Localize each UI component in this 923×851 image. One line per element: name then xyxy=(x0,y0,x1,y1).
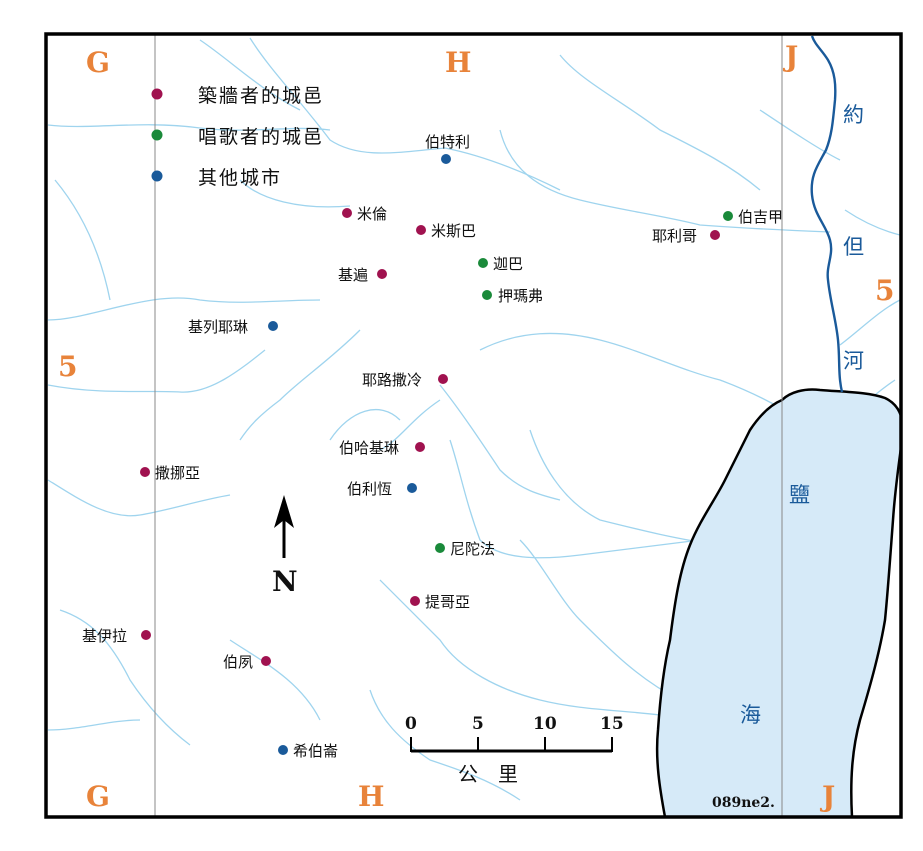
grid-label-h-top: H xyxy=(445,46,471,79)
places: 伯特利 米倫 米斯巴 伯吉甲 耶利哥 迦巴 基遍 押瑪弗 基列耶琳 耶路撒冷 伯… xyxy=(82,133,783,760)
legend-label-singers: 唱歌者的城邑 xyxy=(198,126,324,148)
legend-label-wall-builders: 築牆者的城邑 xyxy=(198,85,324,107)
scale-unit-label: 公 里 xyxy=(458,762,518,786)
place-label-tekoa: 提哥亞 xyxy=(425,593,470,611)
place-marker-bethlehem[interactable] xyxy=(407,483,417,493)
legend: 築牆者的城邑 唱歌者的城邑 其他城市 xyxy=(151,85,324,189)
place-marker-beth-haccherem[interactable] xyxy=(415,442,425,452)
place-label-beth-gilgal: 伯吉甲 xyxy=(738,208,783,226)
place-label-jerusalem: 耶路撒冷 xyxy=(362,371,422,389)
place-label-millo: 米倫 xyxy=(357,205,387,223)
scale-label-15: 15 xyxy=(600,714,624,734)
sea-label-1: 鹽 xyxy=(789,483,810,507)
place-marker-mizpah[interactable] xyxy=(416,225,426,235)
place-marker-geba[interactable] xyxy=(478,258,488,268)
legend-label-other: 其他城市 xyxy=(198,167,282,189)
legend-marker-wall-builders xyxy=(151,88,163,100)
place-marker-keilah[interactable] xyxy=(141,630,151,640)
map-frame xyxy=(44,32,903,819)
grid-label-h-bottom: H xyxy=(358,780,384,813)
place-marker-gibeon[interactable] xyxy=(377,269,387,279)
place-marker-kiriath-jearim[interactable] xyxy=(268,321,278,331)
map-code: 089ne2. xyxy=(712,795,775,811)
sea-label-2: 海 xyxy=(740,703,761,727)
place-label-keilah: 基伊拉 xyxy=(82,627,127,645)
grid-label-g-top: G xyxy=(86,46,110,79)
scale-bar: 0 5 10 15 公 里 xyxy=(405,714,624,786)
place-label-bethlehem: 伯利恆 xyxy=(347,480,392,498)
dead-sea xyxy=(655,388,901,817)
place-label-mizpah: 米斯巴 xyxy=(431,222,476,240)
river-label-1: 約 xyxy=(843,103,864,127)
place-label-gibeon: 基遍 xyxy=(338,266,368,284)
place-marker-zanoah[interactable] xyxy=(140,467,150,477)
place-marker-netophah[interactable] xyxy=(435,543,445,553)
jordan-river xyxy=(810,35,844,393)
place-marker-jericho[interactable] xyxy=(710,230,720,240)
place-label-hebron: 希伯崙 xyxy=(293,742,338,760)
place-marker-tekoa[interactable] xyxy=(410,596,420,606)
place-label-beth-haccherem: 伯哈基琳 xyxy=(339,439,399,457)
scale-label-10: 10 xyxy=(533,714,557,734)
river-label-2: 但 xyxy=(843,235,864,259)
grid-label-g-bottom: G xyxy=(86,780,110,813)
scale-label-5: 5 xyxy=(472,714,484,734)
place-marker-beth-gilgal[interactable] xyxy=(723,211,733,221)
place-marker-hebron[interactable] xyxy=(278,745,288,755)
grid-label-row-right: 5 xyxy=(875,274,894,307)
place-label-kiriath-jearim: 基列耶琳 xyxy=(188,318,248,336)
scale-label-0: 0 xyxy=(405,714,417,734)
grid-label-row-left: 5 xyxy=(58,350,77,383)
streams xyxy=(47,37,901,801)
place-label-netophah: 尼陀法 xyxy=(450,540,495,558)
place-label-azmaveth: 押瑪弗 xyxy=(498,287,543,305)
place-label-bethel: 伯特利 xyxy=(425,133,470,151)
grid-label-j-bottom: J xyxy=(819,780,835,813)
place-marker-beth-zur[interactable] xyxy=(261,656,271,666)
grid-label-j-top: J xyxy=(782,40,798,73)
legend-marker-singers xyxy=(151,129,163,141)
place-label-zanoah: 撒挪亞 xyxy=(155,464,200,482)
river-label-3: 河 xyxy=(843,349,864,373)
north-label: N xyxy=(272,565,298,598)
place-label-jericho: 耶利哥 xyxy=(652,227,697,245)
legend-marker-other xyxy=(151,170,163,182)
place-label-geba: 迦巴 xyxy=(493,255,523,273)
place-marker-azmaveth[interactable] xyxy=(482,290,492,300)
place-marker-jerusalem[interactable] xyxy=(438,374,448,384)
place-marker-millo[interactable] xyxy=(342,208,352,218)
place-marker-bethel[interactable] xyxy=(441,154,451,164)
place-label-beth-zur: 伯夙 xyxy=(223,653,253,671)
north-arrow-head xyxy=(274,495,294,528)
north-arrow: N xyxy=(272,495,298,598)
